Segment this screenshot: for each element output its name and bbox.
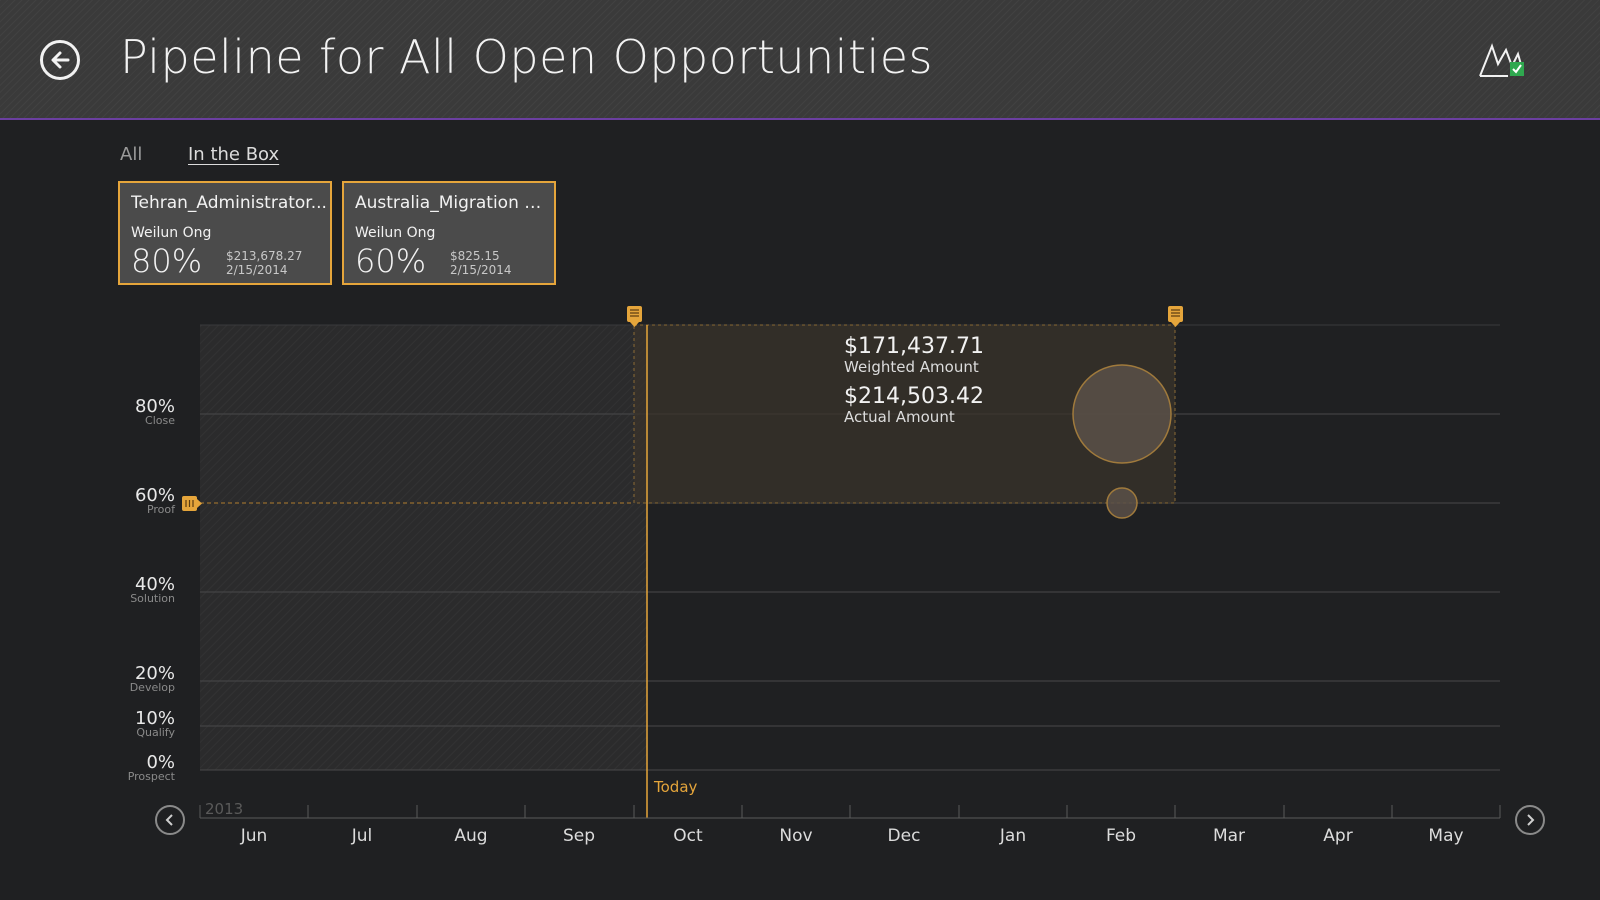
left-range-handle-icon[interactable] [627,306,642,327]
sales-app-logo-icon[interactable] [1478,40,1526,80]
header-bar: Pipeline for All Open Opportunities [0,0,1600,120]
year-label: 2013 [205,800,244,818]
weighted-amount-label: Weighted Amount [844,358,979,376]
month-label: Aug [454,826,488,846]
timeline-next-button[interactable] [1515,805,1545,835]
opportunity-bubble-small[interactable] [1106,487,1138,519]
chevron-left-icon [165,814,173,826]
page-title: Pipeline for All Open Opportunities [120,30,934,84]
chevron-right-icon [1527,814,1535,826]
actual-amount-value: $214,503.42 [844,384,984,409]
opportunity-close-date: 2/15/2014 [450,263,512,277]
month-label: Mar [1212,826,1246,846]
y-label-60: 60% Proof [134,485,175,516]
opportunity-card[interactable]: Australia_Migration on... Weilun Ong 60%… [342,181,556,285]
weighted-amount-summary: $171,437.71 Weighted Amount [844,334,984,376]
right-range-handle-icon[interactable] [1168,306,1183,327]
timeline-prev-button[interactable] [155,805,185,835]
opportunity-probability: 80% [131,242,203,280]
y-label-40: 40% Solution [130,574,175,605]
month-label: Oct [673,826,703,846]
opportunity-close-date: 2/15/2014 [226,263,288,277]
month-label: Nov [779,826,813,846]
actual-amount-label: Actual Amount [844,408,955,426]
month-label: Dec [887,826,921,846]
back-button[interactable] [40,40,80,80]
opportunity-owner: Weilun Ong [131,225,212,241]
opportunity-bubble-large[interactable] [1072,364,1172,464]
month-label: May [1428,826,1464,846]
opportunity-owner: Weilun Ong [355,225,436,241]
month-label: Jul [351,826,373,846]
time-axis-ticks [199,805,1501,818]
back-arrow-icon [51,51,70,69]
month-label: Sep [562,826,596,846]
opportunity-amount: $825.15 [450,249,500,263]
y-label-10: 10% Qualify [134,708,175,739]
y-label-80: 80% Close [134,396,175,427]
threshold-handle-icon[interactable] [182,496,202,511]
opportunity-amount: $213,678.27 [226,249,303,263]
filter-all[interactable]: All [120,144,143,165]
month-label: Jan [999,826,1027,846]
y-label-0: 0% Prospect [127,752,175,783]
y-label-20: 20% Develop [129,663,175,694]
opportunity-probability: 60% [355,242,427,280]
past-period-shade [200,325,647,770]
today-label: Today [654,778,698,796]
opportunity-card[interactable]: Tehran_Administrator... Weilun Ong 80% $… [118,181,332,285]
filter-in-the-box[interactable]: In the Box [188,144,280,165]
actual-amount-summary: $214,503.42 Actual Amount [844,384,984,426]
weighted-amount-value: $171,437.71 [844,334,984,359]
month-label: Feb [1105,826,1137,846]
month-label: Apr [1323,826,1353,846]
month-label: Jun [240,826,268,846]
